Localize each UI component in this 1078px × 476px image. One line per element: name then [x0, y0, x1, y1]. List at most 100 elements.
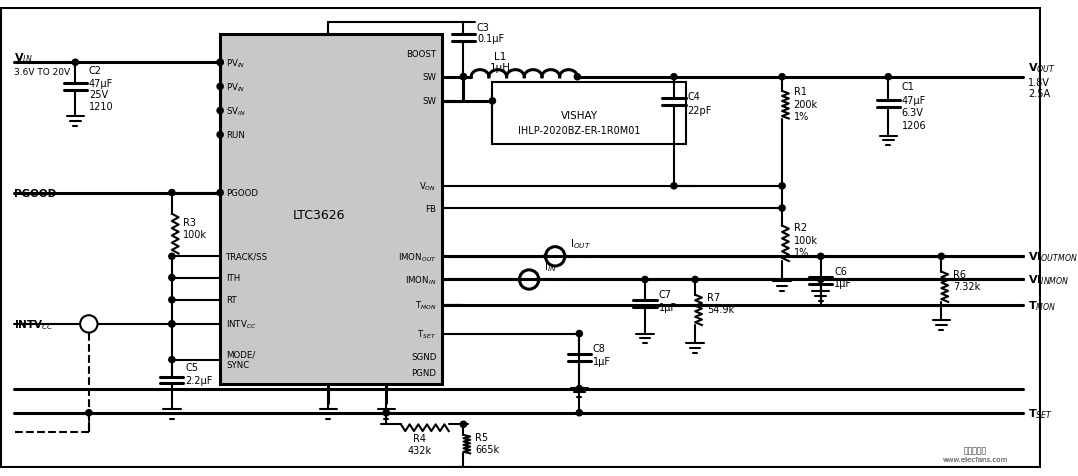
Circle shape	[779, 206, 785, 212]
Text: T$_{SET}$: T$_{SET}$	[417, 327, 437, 340]
Text: R4: R4	[414, 433, 427, 443]
Text: I$_{IN}$: I$_{IN}$	[543, 259, 556, 273]
Bar	[220, 35, 442, 384]
Circle shape	[169, 297, 175, 303]
Text: 100k: 100k	[793, 236, 817, 246]
Text: FB: FB	[426, 204, 437, 213]
Circle shape	[86, 410, 92, 416]
Text: 200k: 200k	[793, 99, 818, 109]
Text: TRACK/SS: TRACK/SS	[226, 252, 268, 261]
Text: 2.2μF: 2.2μF	[185, 375, 212, 385]
Circle shape	[169, 357, 175, 363]
Text: 1%: 1%	[793, 112, 808, 122]
Text: RUN: RUN	[226, 131, 245, 140]
Text: R5: R5	[475, 432, 488, 442]
Circle shape	[575, 75, 580, 80]
Text: 1μH: 1μH	[489, 63, 511, 73]
Text: V$_{IN}$: V$_{IN}$	[14, 51, 33, 65]
Text: SGND: SGND	[411, 353, 437, 361]
Text: PGND: PGND	[412, 368, 437, 377]
Circle shape	[543, 255, 548, 259]
Circle shape	[885, 75, 892, 80]
Text: LTC3626: LTC3626	[292, 209, 345, 222]
Circle shape	[817, 254, 824, 260]
Text: I$_{OUT}$: I$_{OUT}$	[569, 237, 591, 250]
Text: 100k: 100k	[183, 229, 207, 239]
Circle shape	[169, 254, 175, 260]
Text: R3: R3	[183, 217, 196, 227]
Text: 25V: 25V	[88, 90, 108, 100]
Circle shape	[641, 277, 648, 283]
Text: 1.8V: 1.8V	[1028, 78, 1050, 88]
Circle shape	[217, 60, 223, 66]
Text: R1: R1	[793, 87, 806, 97]
Text: IMON$_{OUT}$: IMON$_{OUT}$	[398, 250, 437, 263]
Circle shape	[577, 410, 582, 416]
Text: T$_{MON}$: T$_{MON}$	[415, 299, 437, 311]
Text: 1μF: 1μF	[593, 356, 611, 366]
Circle shape	[169, 275, 175, 281]
Bar	[493, 82, 686, 145]
Text: RT: RT	[226, 296, 236, 305]
Text: 47μF: 47μF	[88, 79, 113, 89]
Text: SW: SW	[423, 73, 437, 82]
Text: BOOST: BOOST	[406, 50, 437, 59]
Text: C1: C1	[902, 82, 914, 92]
Text: 2.5A: 2.5A	[1028, 89, 1050, 99]
Circle shape	[169, 321, 175, 327]
Text: VISHAY: VISHAY	[561, 111, 598, 121]
Text: 电子发烧友: 电子发烧友	[964, 445, 986, 454]
Circle shape	[383, 410, 389, 416]
Text: C5: C5	[185, 363, 198, 373]
Text: IMON$_{IN}$: IMON$_{IN}$	[405, 274, 437, 286]
Circle shape	[692, 277, 699, 283]
Circle shape	[938, 254, 944, 260]
Circle shape	[577, 331, 582, 337]
Text: ITH: ITH	[226, 274, 240, 282]
Text: T$_{SET}$: T$_{SET}$	[1028, 406, 1053, 420]
Text: L1: L1	[494, 51, 507, 61]
Text: T$_{MON}$: T$_{MON}$	[1028, 298, 1056, 312]
Text: C2: C2	[88, 66, 101, 76]
Text: 1%: 1%	[793, 248, 808, 258]
Text: 1210: 1210	[88, 101, 113, 111]
Text: INTV$_{CC}$: INTV$_{CC}$	[14, 317, 54, 331]
Text: 0.1μF: 0.1μF	[476, 34, 505, 44]
Text: C7: C7	[659, 289, 672, 299]
Text: R2: R2	[793, 223, 806, 233]
Circle shape	[460, 421, 467, 427]
Text: 3.6V TO 20V: 3.6V TO 20V	[14, 68, 70, 77]
Text: 432k: 432k	[407, 446, 432, 456]
Circle shape	[671, 75, 677, 80]
Text: MODE/
SYNC: MODE/ SYNC	[226, 350, 255, 369]
Circle shape	[489, 99, 496, 105]
Text: PV$_{IN}$: PV$_{IN}$	[226, 81, 245, 93]
Circle shape	[217, 84, 223, 90]
Text: IHLP-2020BZ-ER-1R0M01: IHLP-2020BZ-ER-1R0M01	[519, 126, 640, 136]
Text: C6: C6	[834, 266, 847, 276]
Text: 54.9k: 54.9k	[707, 305, 734, 315]
Circle shape	[817, 277, 824, 283]
Circle shape	[779, 183, 785, 189]
Text: C3: C3	[476, 22, 489, 32]
Text: SV$_{IN}$: SV$_{IN}$	[226, 105, 246, 118]
Text: V$_{ON}$: V$_{ON}$	[419, 180, 437, 193]
Text: 7.32k: 7.32k	[953, 282, 980, 292]
Text: R7: R7	[707, 292, 720, 302]
Circle shape	[779, 75, 785, 80]
Circle shape	[217, 60, 223, 66]
Text: PV$_{IN}$: PV$_{IN}$	[226, 57, 245, 69]
Circle shape	[217, 108, 223, 114]
Text: 47μF: 47μF	[902, 96, 926, 106]
Text: 6.3V: 6.3V	[902, 108, 924, 118]
Text: 电子发烧友: 电子发烧友	[964, 445, 986, 454]
Circle shape	[671, 183, 677, 189]
Text: 1μF: 1μF	[659, 302, 677, 312]
Text: PGOOD: PGOOD	[14, 188, 57, 198]
Text: C8: C8	[593, 343, 606, 353]
Text: 1μF: 1μF	[834, 279, 853, 289]
Text: www.elecfans.com: www.elecfans.com	[942, 456, 1008, 462]
Text: C4: C4	[688, 92, 701, 102]
Text: 1206: 1206	[902, 121, 926, 131]
Text: V$_{OUT}$: V$_{OUT}$	[1028, 61, 1056, 75]
